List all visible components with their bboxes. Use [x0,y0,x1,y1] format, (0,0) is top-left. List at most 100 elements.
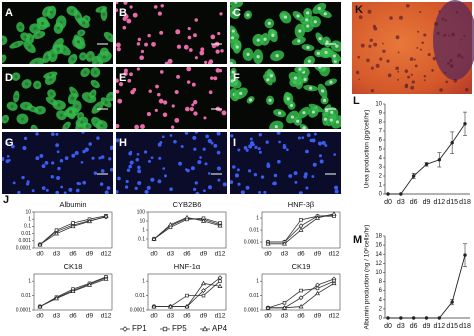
y-tick-label: 100 [137,209,146,215]
nucleus [256,55,260,59]
nucleus [157,92,161,97]
nucleus [96,136,100,140]
nucleus [248,98,253,102]
nucleus [211,43,217,49]
nucleus [134,124,140,129]
nucleus [56,176,61,181]
nucleus [164,61,169,64]
nucleus [321,89,325,93]
legend-marker [162,326,168,332]
nucleus [204,162,208,166]
x-tick-label: d3 [281,251,289,258]
stain-dot [355,70,360,75]
nucleus [48,77,53,81]
nucleus [193,111,198,116]
x-tick-label: d0 [150,251,158,258]
nucleus [247,169,252,173]
nucleus [194,132,198,134]
nucleus [297,39,301,43]
panel-label: I [233,137,236,149]
nucleus [207,138,212,143]
nucleus [48,73,52,77]
y-tick-label: 8 [379,279,383,285]
panel-label: M [353,234,362,246]
nucleus [17,190,21,194]
nucleus [11,144,15,149]
stain-dot [382,49,386,53]
nucleus [207,172,211,175]
marker [399,192,403,196]
nucleus [188,48,193,52]
stain-dot [382,42,384,45]
nucleus [123,71,128,76]
nucleus [306,24,310,28]
marker [299,288,303,293]
marker [298,227,304,232]
chart-title: HNF-1α [174,262,201,271]
nucleus [296,119,300,123]
nucleus [109,167,113,172]
stain-dot [434,22,439,26]
series-line [153,217,221,240]
nucleus [207,185,212,190]
nucleus [137,169,142,174]
nucleus [81,54,85,59]
legend-label: FP1 [132,324,147,333]
nucleus [27,45,32,49]
nucleus [147,159,152,163]
nucleus [257,147,261,151]
nucleus [297,136,301,140]
nucleus [221,110,227,116]
marker [386,316,390,320]
stain-dot [397,51,400,54]
nucleus [116,8,119,13]
nucleus [317,6,321,11]
nucleus [332,54,337,58]
x-tick-label: d6 [297,251,305,258]
nucleus [318,37,322,41]
y-tick-label: 1 [256,215,259,221]
nucleus [81,21,86,25]
x-tick-label: d12 [215,251,226,258]
nucleus [278,140,281,144]
nucleus [199,156,202,159]
cells [116,67,227,129]
stain-dot [460,56,464,59]
nucleus [169,187,173,191]
nucleus [318,154,322,158]
nucleus [129,160,134,165]
legend-label: FP5 [172,324,187,333]
image-background [116,67,227,129]
nucleus [116,89,120,94]
nucleus [68,187,73,192]
y-tick-label: 1 [256,279,259,285]
x-tick-label: d12 [101,251,112,258]
nucleus [282,145,287,150]
x-tick-label: d3 [53,313,61,320]
nucleus [254,145,258,149]
marker [411,174,416,178]
nucleus [23,35,27,39]
stain-dot [449,59,453,63]
nucleus [137,181,142,186]
nucleus [305,18,309,22]
nucleus [161,135,165,139]
nucleus [202,147,206,151]
nucleus [148,89,152,93]
x-tick-label: d0 [264,313,272,320]
nucleus [306,45,310,50]
legend-label: AP4 [212,324,228,333]
nucleus [80,120,84,124]
nucleus [82,149,86,154]
nucleus [239,91,243,95]
marker [265,305,271,310]
nucleus [184,106,190,112]
nucleus [75,104,79,108]
nucleus [151,41,156,47]
nucleus [210,141,214,145]
stain-dot [396,78,399,81]
nucleus [91,156,95,160]
marker [218,279,222,283]
nucleus [298,29,302,33]
chart-title: CK18 [64,262,83,271]
